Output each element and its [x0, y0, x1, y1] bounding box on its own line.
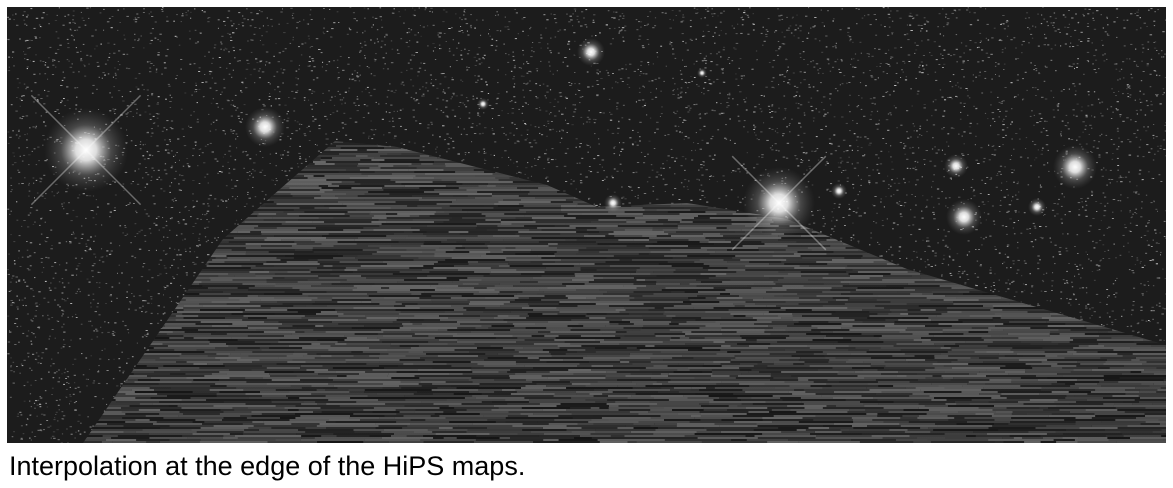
- star: [477, 98, 489, 110]
- star-diffraction-spike: [731, 155, 827, 251]
- star-diffraction-spike: [30, 94, 142, 206]
- star-field: [30, 38, 1097, 251]
- star: [944, 154, 968, 178]
- sky-rendering: [7, 7, 1166, 443]
- star: [946, 199, 982, 235]
- star: [604, 194, 622, 212]
- star: [697, 68, 707, 78]
- star: [831, 183, 847, 199]
- hips-edge-interpolation-image: [7, 7, 1166, 443]
- star: [44, 108, 128, 192]
- star: [743, 167, 815, 239]
- star: [1053, 145, 1097, 189]
- star: [577, 38, 605, 66]
- star: [1028, 198, 1046, 216]
- figure-caption: Interpolation at the edge of the HiPS ma…: [9, 451, 526, 481]
- star: [245, 107, 285, 147]
